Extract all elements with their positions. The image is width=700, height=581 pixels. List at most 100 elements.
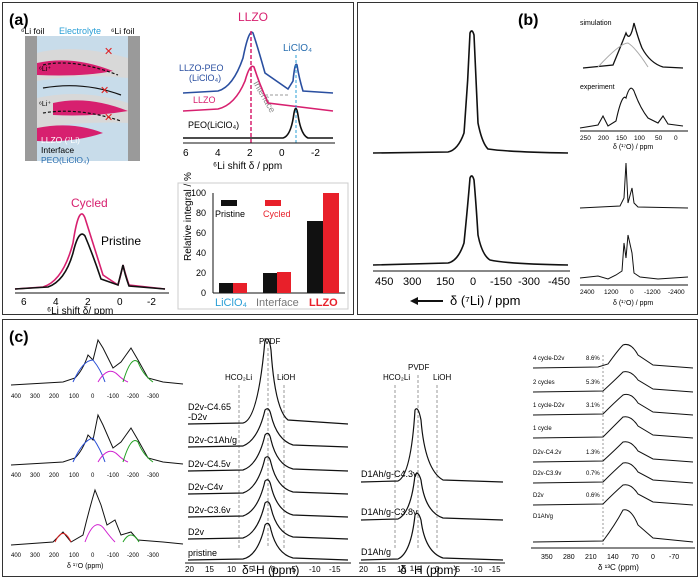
inset-top-xtick-0: 250 xyxy=(580,135,591,142)
inset-top-xtick-1: 200 xyxy=(598,135,609,142)
inset-bottom-xlabel: δ (¹⁷O) / ppm xyxy=(613,300,653,307)
bar-liclo4-pristine xyxy=(219,283,233,293)
h1-left-spectrum-6 xyxy=(187,522,349,561)
bottom-xtick-4: -2 xyxy=(147,297,156,308)
c13-percent-2: 3.1% xyxy=(586,403,600,409)
c13-series-3: 1 cycle xyxy=(533,426,552,432)
o17-xtick-b0: 400 xyxy=(11,473,22,479)
inset-bottom-xtick-3: -1200 xyxy=(644,289,661,296)
li-foil-right-label: ⁶Li foil xyxy=(111,26,134,36)
h1-left-series-3: D2v-C4.5v xyxy=(188,459,231,469)
c13-percent-3: 1.3% xyxy=(586,450,600,456)
h1-left-spectrum-5 xyxy=(187,501,349,540)
li6-nmr-bottom-chart: Cycled Pristine 6 4 2 0 -2 ⁶Li shift δ/ … xyxy=(14,196,169,317)
h1-left-spectrum-0 xyxy=(187,338,349,425)
top-xtick-2: 2 xyxy=(247,148,253,159)
o17-xtick-c0: 400 xyxy=(11,553,22,559)
li7-xtick-3: 0 xyxy=(470,276,476,288)
top-xtick-4: -2 xyxy=(311,148,320,159)
h1-right-series-2: D1Ah/g xyxy=(361,547,391,557)
c13-spectrum-2 xyxy=(532,393,694,416)
inset-top-xtick-5: 0 xyxy=(674,135,678,142)
c13-percent-0: 8.6% xyxy=(586,356,600,362)
o17-xtick-c2: 200 xyxy=(49,553,60,559)
h1-right-xtick-5: -5 xyxy=(453,565,461,574)
h1-left-xtick-2: 10 xyxy=(227,565,236,574)
o17-spectrum-1 xyxy=(10,338,184,386)
h1-right-xtick-2: 10 xyxy=(397,565,406,574)
panel-c: (c) 400 300 200 100 0 -100 -200 -300 400… xyxy=(2,319,698,577)
c13-xlabel: δ ¹³C (ppm) xyxy=(598,563,639,572)
o17-xtick-c7: -300 xyxy=(147,553,160,559)
h1-right-series-0: D1Ah/g-C4.3v xyxy=(361,469,418,479)
h1-left-marker-lioh: LiOH xyxy=(277,373,295,382)
h1-right-xlabel-text: δ ¹H (ppm) xyxy=(400,563,458,577)
o17-xtick-b2: 200 xyxy=(49,473,60,479)
c13-series-5: D2v-C3.9v xyxy=(533,471,561,477)
h1-left-xtick-3: 5 xyxy=(249,565,254,574)
c13-xtick-5: 0 xyxy=(651,554,655,561)
h1-left-xtick-1: 15 xyxy=(205,565,214,574)
bar-liclo4-cycled xyxy=(233,283,247,293)
h1-left-marker-hco2li: HCO₂Li xyxy=(225,373,252,382)
h1-right-spectrum-0 xyxy=(360,408,504,483)
o17-xlabel: δ ¹⁷O (ppm) xyxy=(67,563,103,570)
c13-spectrum-4 xyxy=(532,441,694,463)
c13-spectrum-5 xyxy=(532,462,694,484)
c13-xtick-6: -70 xyxy=(669,554,679,561)
c13-series-0: 4 cycle-D2v xyxy=(533,356,564,362)
panel-b-label: (b) xyxy=(518,12,538,29)
liclo4-peak-label: LiClO₄ xyxy=(283,43,312,54)
c13-spectrum-1 xyxy=(532,371,694,393)
h1-left-series-1: -D2v xyxy=(188,412,208,422)
inset-bottom-xtick-4: -2400 xyxy=(668,289,685,296)
li6-nmr-top-chart: LLZO LiClO₄ Interface LLZO-PEO (LiClO₄) … xyxy=(179,10,335,172)
series-label-llzo-peo: LLZO-PEO xyxy=(179,63,224,73)
li-plus-label-2: ⁶Li⁺ xyxy=(39,101,51,108)
simulation-label: simulation xyxy=(580,20,612,27)
o17-xtick-a5: -100 xyxy=(107,394,120,400)
bar-ylabel: Relative integral / % xyxy=(183,172,194,261)
bar-ytick-2: 40 xyxy=(196,248,206,258)
panel-b: (b) 450 300 150 0 -150 -300 -450 δ (⁷Li)… xyxy=(357,2,698,315)
o17-xtick-a1: 300 xyxy=(30,394,41,400)
panel-a-label: (a) xyxy=(9,12,29,29)
o17-xtick-a0: 400 xyxy=(11,394,22,400)
panel-a-figure: (a) ✕ ✕ ✕ ⁶Li foil Electrolyte ⁶Li foil … xyxy=(9,10,349,317)
o17-xtick-b4: 0 xyxy=(91,473,95,479)
c13-series-4: D2v-C4.2v xyxy=(533,450,561,456)
spectrum-llzo xyxy=(182,65,334,112)
o17-inset-bottom: 2400 1200 0 -1200 -2400 δ (¹⁷O) / ppm xyxy=(579,162,689,307)
h1-right-spectrum-1 xyxy=(360,472,504,521)
spectrum-peo xyxy=(183,107,333,139)
electrolyte-label: Electrolyte xyxy=(59,26,101,36)
bar-llzo-cycled xyxy=(323,193,339,293)
c13-xtick-4: 70 xyxy=(631,554,639,561)
c13-series-7: D1Ah/g xyxy=(533,514,553,520)
o17-xtick-c4: 0 xyxy=(91,553,95,559)
bar-ytick-4: 80 xyxy=(196,208,206,218)
h1-left-xtick-4: 0 xyxy=(271,565,276,574)
bar-llzo-pristine xyxy=(307,221,323,293)
h1-right-spectrum-2 xyxy=(360,512,504,561)
o17-xtick-a6: -200 xyxy=(127,394,140,400)
o17-xtick-c5: -100 xyxy=(107,553,120,559)
li7-xlabel: δ (⁷Li) / ppm xyxy=(450,293,520,308)
bar-ytick-1: 20 xyxy=(196,268,206,278)
li7-xtick-2: 150 xyxy=(436,276,454,288)
c13-xtick-0: 350 xyxy=(541,554,553,561)
o17-xtick-b5: -100 xyxy=(107,473,120,479)
panel-c-figure: (c) 400 300 200 100 0 -100 -200 -300 400… xyxy=(9,329,695,574)
bar-category-liclo4: LiClO₄ xyxy=(215,297,248,309)
h1-left-xlabel-text: δ ¹H (ppm) xyxy=(242,563,300,577)
h1-left-spectrum-1 xyxy=(187,408,349,448)
li7-xtick-1: 300 xyxy=(403,276,421,288)
h1-left-spectrum-2 xyxy=(187,432,349,472)
o17-xtick-b7: -300 xyxy=(147,473,160,479)
svg-text:✕: ✕ xyxy=(100,85,109,97)
spectrum-pristine xyxy=(14,233,166,290)
bottom-xtick-1: 4 xyxy=(53,297,59,308)
h1-left-xtick-6: -10 xyxy=(309,565,321,574)
interface-label: Interface xyxy=(41,145,74,155)
o17-spectrum-upper xyxy=(579,162,689,209)
